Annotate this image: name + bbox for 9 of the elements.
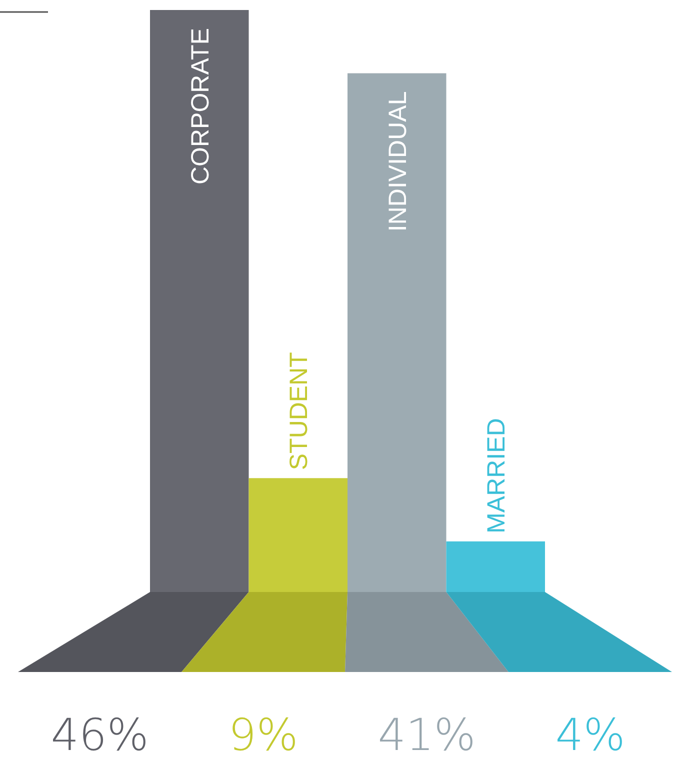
x-tick-label: STUDENT: [285, 352, 314, 470]
x-tick-label: INDIVIDUAL: [384, 91, 412, 232]
data-label: 41%: [378, 710, 476, 761]
data-label: 46%: [50, 710, 149, 761]
data-label: 9%: [228, 710, 298, 761]
x-tick-label: MARRIED: [482, 418, 511, 534]
x-tick-label: CORPORATE: [186, 28, 214, 184]
bar: [446, 541, 545, 592]
data-label: 4%: [555, 710, 626, 761]
